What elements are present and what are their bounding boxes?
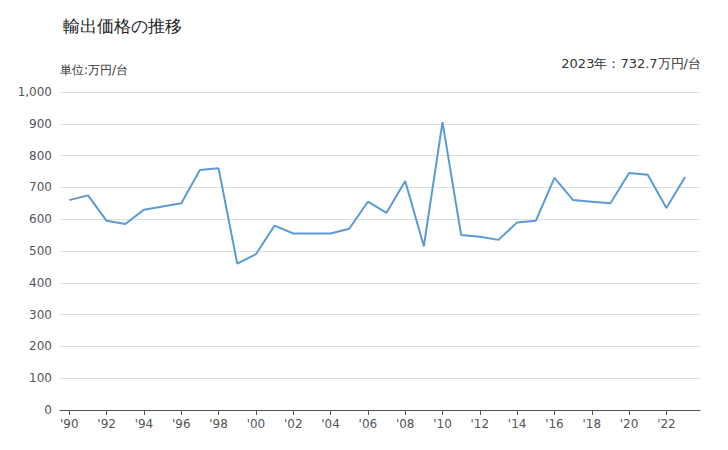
svg-text:単位:万円/台: 単位:万円/台 [60,63,128,77]
svg-text:'20: '20 [620,417,639,431]
svg-text:400: 400 [29,276,52,290]
svg-text:'90: '90 [60,417,79,431]
svg-text:'16: '16 [545,417,564,431]
svg-text:'94: '94 [135,417,154,431]
svg-text:'10: '10 [433,417,452,431]
svg-text:100: 100 [29,371,52,385]
svg-text:'02: '02 [284,417,303,431]
svg-text:1,000: 1,000 [18,85,52,99]
svg-text:'98: '98 [209,417,228,431]
svg-text:'22: '22 [657,417,676,431]
svg-text:'18: '18 [582,417,601,431]
svg-text:800: 800 [29,149,52,163]
svg-text:'14: '14 [508,417,527,431]
svg-text:500: 500 [29,244,52,258]
svg-text:300: 300 [29,308,52,322]
svg-text:2023年：732.7万円/台: 2023年：732.7万円/台 [561,56,701,71]
svg-text:900: 900 [29,117,52,131]
svg-text:'92: '92 [97,417,116,431]
svg-text:0: 0 [44,403,52,417]
svg-text:'00: '00 [247,417,266,431]
svg-text:'04: '04 [321,417,340,431]
svg-text:700: 700 [29,180,52,194]
svg-text:'08: '08 [396,417,415,431]
svg-text:'06: '06 [359,417,378,431]
svg-text:輸出価格の推移: 輸出価格の推移 [63,16,182,36]
svg-text:'12: '12 [471,417,490,431]
svg-text:200: 200 [29,339,52,353]
svg-text:600: 600 [29,212,52,226]
svg-text:'96: '96 [172,417,191,431]
